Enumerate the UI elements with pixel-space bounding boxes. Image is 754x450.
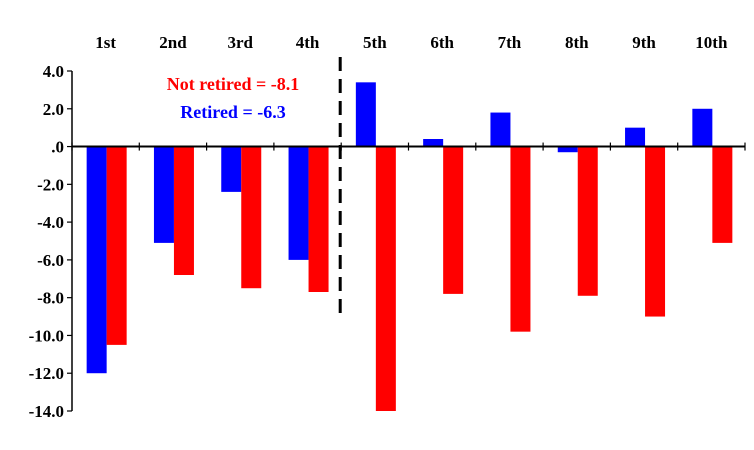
bar-not-retired-6th <box>443 146 464 294</box>
y-axis: 4.0 2.0 .0 -2.0 -4.0 -6.0 -8.0 -10.0 -12.0 -14.0 <box>29 62 73 421</box>
y-tick-label: -8.0 <box>37 289 64 308</box>
bar-retired-6th <box>423 139 444 147</box>
bar-retired-9th <box>625 127 646 147</box>
y-tick-label: -12.0 <box>29 364 64 383</box>
category-label: 9th <box>632 33 656 52</box>
bar-not-retired-2nd <box>173 146 194 275</box>
category-label: 5th <box>363 33 387 52</box>
y-tick-label: .0 <box>51 138 64 157</box>
y-tick-label: -6.0 <box>37 251 64 270</box>
bar-retired-2nd <box>153 146 174 243</box>
bar-not-retired-4th <box>308 146 329 292</box>
category-label: 4th <box>296 33 320 52</box>
x-axis <box>71 142 746 151</box>
category-label: 6th <box>430 33 454 52</box>
bar-retired-7th <box>490 112 511 147</box>
bar-retired-3rd <box>221 146 242 192</box>
bar-not-retired-1st <box>106 146 127 345</box>
category-label: 1st <box>95 33 116 52</box>
category-label: 7th <box>498 33 522 52</box>
category-label: 2nd <box>159 33 187 52</box>
y-tick-label: 4.0 <box>43 62 64 81</box>
y-tick-label: -14.0 <box>29 402 64 421</box>
bar-retired-1st <box>86 146 107 374</box>
bar-not-retired-5th <box>375 146 396 412</box>
y-tick-label: -4.0 <box>37 213 64 232</box>
annotation-not-retired: Not retired = -8.1 <box>167 74 300 94</box>
bar-retired-8th <box>557 146 578 153</box>
y-tick-label: -10.0 <box>29 326 64 345</box>
category-label: 10th <box>695 33 728 52</box>
category-labels: 1st 2nd 3rd 4th 5th 6th 7th 8th 9th 10th <box>95 33 728 52</box>
bar-retired-4th <box>288 146 309 260</box>
bar-not-retired-8th <box>577 146 598 296</box>
category-label: 8th <box>565 33 589 52</box>
bar-retired-5th <box>355 82 376 147</box>
bar-not-retired-9th <box>645 146 666 317</box>
bar-retired-10th <box>692 108 713 147</box>
y-tick-label: 2.0 <box>43 100 64 119</box>
bars <box>86 82 733 412</box>
category-label: 3rd <box>228 33 254 52</box>
y-tick-label: -2.0 <box>37 175 64 194</box>
bar-not-retired-7th <box>510 146 531 332</box>
annotation-retired: Retired = -6.3 <box>180 102 285 122</box>
bar-not-retired-10th <box>712 146 733 243</box>
bar-not-retired-3rd <box>241 146 262 289</box>
